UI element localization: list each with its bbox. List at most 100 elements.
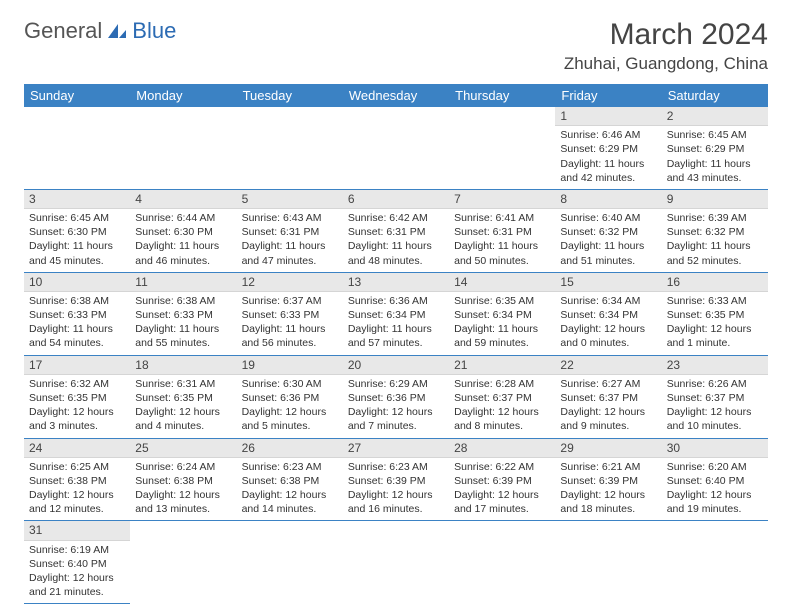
weekday-header: Tuesday [237, 84, 343, 107]
calendar-row: 10Sunrise: 6:38 AMSunset: 6:33 PMDayligh… [24, 272, 768, 355]
sunset-line: Sunset: 6:33 PM [135, 308, 231, 322]
header: General Blue March 2024 Zhuhai, Guangdon… [24, 18, 768, 74]
daylight-line: Daylight: 12 hours and 13 minutes. [135, 488, 231, 516]
calendar-day: 9Sunrise: 6:39 AMSunset: 6:32 PMDaylight… [662, 189, 768, 272]
calendar-day: 23Sunrise: 6:26 AMSunset: 6:37 PMDayligh… [662, 355, 768, 438]
sunrise-line: Sunrise: 6:45 AM [667, 128, 763, 142]
day-number: 22 [555, 356, 661, 375]
day-details: Sunrise: 6:30 AMSunset: 6:36 PMDaylight:… [237, 375, 343, 438]
day-details: Sunrise: 6:23 AMSunset: 6:38 PMDaylight:… [237, 458, 343, 521]
calendar-day: 15Sunrise: 6:34 AMSunset: 6:34 PMDayligh… [555, 272, 661, 355]
day-details: Sunrise: 6:21 AMSunset: 6:39 PMDaylight:… [555, 458, 661, 521]
day-number: 14 [449, 273, 555, 292]
logo-text-2: Blue [132, 18, 176, 44]
calendar-day: 12Sunrise: 6:37 AMSunset: 6:33 PMDayligh… [237, 272, 343, 355]
sunrise-line: Sunrise: 6:26 AM [667, 377, 763, 391]
daylight-line: Daylight: 11 hours and 42 minutes. [560, 157, 656, 185]
daylight-line: Daylight: 11 hours and 46 minutes. [135, 239, 231, 267]
sunrise-line: Sunrise: 6:33 AM [667, 294, 763, 308]
day-number: 16 [662, 273, 768, 292]
day-number: 17 [24, 356, 130, 375]
logo: General Blue [24, 18, 176, 44]
location: Zhuhai, Guangdong, China [564, 54, 768, 74]
sunrise-line: Sunrise: 6:45 AM [29, 211, 125, 225]
sunrise-line: Sunrise: 6:36 AM [348, 294, 444, 308]
calendar-day: 27Sunrise: 6:23 AMSunset: 6:39 PMDayligh… [343, 438, 449, 521]
day-details: Sunrise: 6:40 AMSunset: 6:32 PMDaylight:… [555, 209, 661, 272]
day-number: 25 [130, 439, 236, 458]
sunrise-line: Sunrise: 6:43 AM [242, 211, 338, 225]
day-details: Sunrise: 6:38 AMSunset: 6:33 PMDaylight:… [24, 292, 130, 355]
sunset-line: Sunset: 6:31 PM [242, 225, 338, 239]
daylight-line: Daylight: 11 hours and 55 minutes. [135, 322, 231, 350]
weekday-header: Saturday [662, 84, 768, 107]
weekday-header: Sunday [24, 84, 130, 107]
daylight-line: Daylight: 12 hours and 18 minutes. [560, 488, 656, 516]
weekday-header: Monday [130, 84, 236, 107]
calendar-day: 2Sunrise: 6:45 AMSunset: 6:29 PMDaylight… [662, 107, 768, 189]
day-number: 4 [130, 190, 236, 209]
daylight-line: Daylight: 11 hours and 59 minutes. [454, 322, 550, 350]
calendar-day: 26Sunrise: 6:23 AMSunset: 6:38 PMDayligh… [237, 438, 343, 521]
calendar-empty [130, 107, 236, 189]
sunset-line: Sunset: 6:37 PM [560, 391, 656, 405]
sunset-line: Sunset: 6:40 PM [29, 557, 125, 571]
daylight-line: Daylight: 11 hours and 50 minutes. [454, 239, 550, 267]
day-number: 10 [24, 273, 130, 292]
calendar-empty [449, 107, 555, 189]
calendar-day: 5Sunrise: 6:43 AMSunset: 6:31 PMDaylight… [237, 189, 343, 272]
calendar-day: 29Sunrise: 6:21 AMSunset: 6:39 PMDayligh… [555, 438, 661, 521]
daylight-line: Daylight: 12 hours and 17 minutes. [454, 488, 550, 516]
day-number: 12 [237, 273, 343, 292]
calendar-row: 31Sunrise: 6:19 AMSunset: 6:40 PMDayligh… [24, 521, 768, 604]
sunset-line: Sunset: 6:30 PM [29, 225, 125, 239]
calendar-empty [24, 107, 130, 189]
sunrise-line: Sunrise: 6:32 AM [29, 377, 125, 391]
calendar-day: 10Sunrise: 6:38 AMSunset: 6:33 PMDayligh… [24, 272, 130, 355]
daylight-line: Daylight: 11 hours and 45 minutes. [29, 239, 125, 267]
daylight-line: Daylight: 11 hours and 47 minutes. [242, 239, 338, 267]
day-number: 21 [449, 356, 555, 375]
sunrise-line: Sunrise: 6:30 AM [242, 377, 338, 391]
daylight-line: Daylight: 12 hours and 14 minutes. [242, 488, 338, 516]
day-number: 2 [662, 107, 768, 126]
calendar-day: 18Sunrise: 6:31 AMSunset: 6:35 PMDayligh… [130, 355, 236, 438]
calendar-day: 11Sunrise: 6:38 AMSunset: 6:33 PMDayligh… [130, 272, 236, 355]
calendar-day: 4Sunrise: 6:44 AMSunset: 6:30 PMDaylight… [130, 189, 236, 272]
sunrise-line: Sunrise: 6:19 AM [29, 543, 125, 557]
day-details: Sunrise: 6:38 AMSunset: 6:33 PMDaylight:… [130, 292, 236, 355]
weekday-header-row: SundayMondayTuesdayWednesdayThursdayFrid… [24, 84, 768, 107]
weekday-header: Wednesday [343, 84, 449, 107]
daylight-line: Daylight: 12 hours and 16 minutes. [348, 488, 444, 516]
daylight-line: Daylight: 12 hours and 10 minutes. [667, 405, 763, 433]
day-details: Sunrise: 6:45 AMSunset: 6:29 PMDaylight:… [662, 126, 768, 189]
sunset-line: Sunset: 6:35 PM [29, 391, 125, 405]
day-number: 20 [343, 356, 449, 375]
sunset-line: Sunset: 6:34 PM [454, 308, 550, 322]
logo-text-1: General [24, 18, 102, 44]
day-number: 15 [555, 273, 661, 292]
sunset-line: Sunset: 6:32 PM [560, 225, 656, 239]
day-number: 27 [343, 439, 449, 458]
daylight-line: Daylight: 12 hours and 12 minutes. [29, 488, 125, 516]
sunrise-line: Sunrise: 6:40 AM [560, 211, 656, 225]
day-details: Sunrise: 6:39 AMSunset: 6:32 PMDaylight:… [662, 209, 768, 272]
calendar-empty [555, 521, 661, 604]
sunrise-line: Sunrise: 6:22 AM [454, 460, 550, 474]
day-details: Sunrise: 6:44 AMSunset: 6:30 PMDaylight:… [130, 209, 236, 272]
sunrise-line: Sunrise: 6:25 AM [29, 460, 125, 474]
sunrise-line: Sunrise: 6:44 AM [135, 211, 231, 225]
sunset-line: Sunset: 6:29 PM [560, 142, 656, 156]
month-title: March 2024 [564, 18, 768, 52]
calendar-day: 28Sunrise: 6:22 AMSunset: 6:39 PMDayligh… [449, 438, 555, 521]
daylight-line: Daylight: 12 hours and 21 minutes. [29, 571, 125, 599]
day-details: Sunrise: 6:34 AMSunset: 6:34 PMDaylight:… [555, 292, 661, 355]
calendar-day: 7Sunrise: 6:41 AMSunset: 6:31 PMDaylight… [449, 189, 555, 272]
sunset-line: Sunset: 6:38 PM [242, 474, 338, 488]
calendar-empty [343, 107, 449, 189]
sunrise-line: Sunrise: 6:29 AM [348, 377, 444, 391]
day-number: 23 [662, 356, 768, 375]
daylight-line: Daylight: 12 hours and 3 minutes. [29, 405, 125, 433]
day-details: Sunrise: 6:35 AMSunset: 6:34 PMDaylight:… [449, 292, 555, 355]
day-number: 1 [555, 107, 661, 126]
